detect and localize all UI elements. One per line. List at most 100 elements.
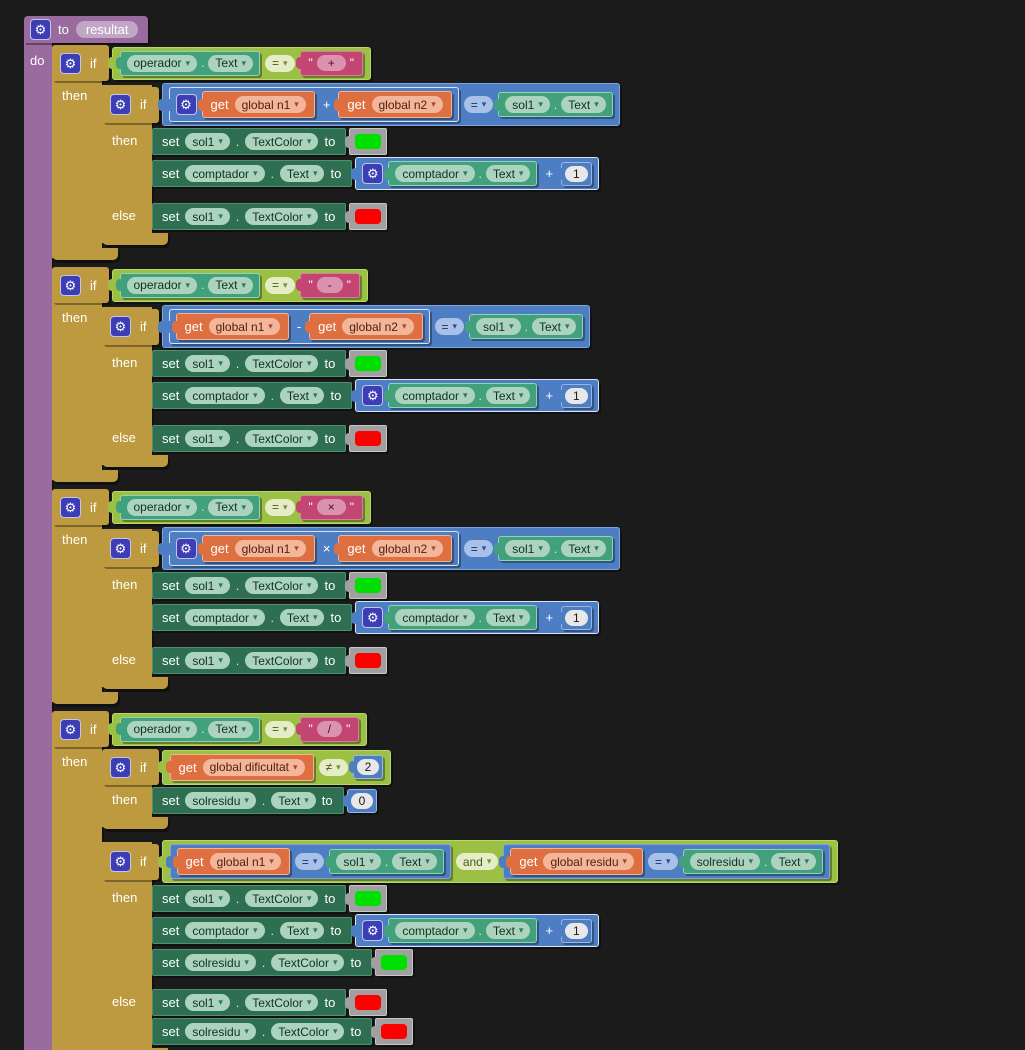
color-swatch[interactable] [381, 955, 408, 970]
component-setter-block[interactable]: set comptador ▾. Text ▾ to [152, 604, 353, 631]
gear-icon[interactable]: ⚙ [362, 385, 384, 406]
component-dropdown[interactable]: sol1 ▾ [185, 208, 230, 225]
logic-compare-block[interactable]: operador ▾. Text ▾ = ▾ " - " [107, 268, 369, 302]
color-block[interactable] [345, 128, 388, 155]
if-header-chunk[interactable]: ⚙ if [52, 489, 109, 525]
property-dropdown[interactable]: TextColor ▾ [245, 430, 319, 447]
property-dropdown[interactable]: Text ▾ [392, 853, 437, 870]
variable-getter-block[interactable]: get global n2 ▾ [334, 535, 452, 562]
component-dropdown[interactable]: solresidu ▾ [185, 954, 256, 971]
gear-icon[interactable]: ⚙ [110, 316, 131, 337]
gear-icon[interactable]: ⚙ [60, 496, 81, 518]
component-dropdown[interactable]: sol1 ▾ [185, 577, 230, 594]
component-setter-block[interactable]: set sol1 ▾. TextColor ▾ to [152, 989, 347, 1016]
property-dropdown[interactable]: TextColor ▾ [245, 208, 319, 225]
gear-icon[interactable]: ⚙ [30, 19, 51, 40]
logic-compare-block[interactable]: get global dificultat ▾ ≠ ▾ 2 [157, 749, 392, 785]
color-block[interactable] [371, 1018, 414, 1045]
math-compare-block[interactable]: ⚙ get global n1 ▾ × get global n2 ▾ = ▾ sol1 ▾. Text… [157, 527, 620, 570]
gear-icon[interactable]: ⚙ [110, 94, 131, 115]
component-dropdown[interactable]: comptador ▾ [185, 165, 265, 182]
component-dropdown[interactable]: sol1 ▾ [505, 540, 550, 557]
gear-icon[interactable]: ⚙ [60, 718, 81, 740]
variable-dropdown[interactable]: global n1 ▾ [208, 318, 280, 335]
component-dropdown[interactable]: comptador ▾ [395, 387, 475, 404]
operator-dropdown[interactable]: = ▾ [294, 853, 325, 870]
property-dropdown[interactable]: Text ▾ [485, 609, 531, 626]
component-dropdown[interactable]: comptador ▾ [395, 165, 475, 182]
number-block[interactable]: 1 [557, 918, 592, 943]
property-dropdown[interactable]: Text ▾ [208, 498, 253, 516]
color-swatch[interactable] [355, 134, 382, 149]
component-setter-block[interactable]: set solresidu ▾. TextColor ▾ to [152, 1018, 373, 1045]
if-header-chunk[interactable]: ⚙ if [102, 530, 159, 567]
component-dropdown[interactable]: sol1 ▾ [505, 96, 550, 113]
color-swatch[interactable] [355, 891, 382, 906]
property-dropdown[interactable]: Text ▾ [531, 318, 577, 335]
component-setter-block[interactable]: set sol1 ▾. TextColor ▾ to [152, 425, 347, 452]
component-getter-block[interactable]: sol1 ▾. Text ▾ [325, 849, 444, 874]
component-setter-block[interactable]: set comptador ▾. Text ▾ to [152, 382, 353, 409]
if-header-chunk[interactable]: ⚙ if [102, 749, 159, 785]
text-string-block[interactable]: " / " [295, 716, 360, 742]
variable-getter-block[interactable]: get global n1 ▾ [172, 848, 290, 875]
component-dropdown[interactable]: comptador ▾ [185, 922, 265, 939]
color-block[interactable] [345, 350, 388, 377]
gear-icon[interactable]: ⚙ [60, 52, 81, 74]
text-string-block[interactable]: " × " [295, 494, 364, 520]
property-dropdown[interactable]: TextColor ▾ [245, 577, 319, 594]
property-dropdown[interactable]: Text ▾ [279, 165, 325, 182]
string-value-field[interactable]: × [316, 499, 346, 515]
procedure-header[interactable]: ⚙ to resultat [24, 16, 149, 43]
logic-compare-block[interactable]: get global n1 ▾ = ▾ sol1 ▾. Text ▾ and ▾ get global … [157, 840, 839, 883]
gear-icon[interactable]: ⚙ [175, 538, 197, 559]
if-block[interactable]: ⚙ if get global n1 ▾ = ▾ sol1 ▾. Text ▾ and ▾ get glob… [102, 840, 839, 1050]
math-compare-block[interactable]: get global n1 ▾ = ▾ sol1 ▾. Text ▾ [165, 844, 451, 879]
operator-dropdown[interactable]: = ▾ [264, 276, 295, 294]
property-dropdown[interactable]: TextColor ▾ [245, 994, 319, 1011]
component-dropdown[interactable]: operador ▾ [126, 276, 198, 294]
color-block[interactable] [345, 885, 388, 912]
property-dropdown[interactable]: Text ▾ [485, 387, 531, 404]
component-dropdown[interactable]: comptador ▾ [185, 609, 265, 626]
text-string-block[interactable]: " + " [295, 50, 364, 76]
color-swatch[interactable] [355, 431, 382, 446]
if-block[interactable]: ⚙ if ⚙ get global n1 ▾ + get global n2 ▾ = ▾ sol1 ▾. T… [102, 83, 620, 245]
number-block[interactable]: 1 [557, 161, 592, 186]
component-getter-block[interactable]: operador ▾. Text ▾ [115, 50, 260, 76]
gear-icon[interactable]: ⚙ [110, 538, 131, 559]
operator-dropdown[interactable]: = ▾ [264, 498, 295, 516]
component-dropdown[interactable]: operador ▾ [126, 720, 198, 738]
operator-dropdown[interactable]: = ▾ [434, 318, 465, 335]
component-dropdown[interactable]: sol1 ▾ [185, 994, 230, 1011]
component-dropdown[interactable]: comptador ▾ [395, 609, 475, 626]
property-dropdown[interactable]: TextColor ▾ [245, 652, 319, 669]
component-getter-block[interactable]: comptador ▾. Text ▾ [384, 918, 538, 943]
component-setter-block[interactable]: set sol1 ▾. TextColor ▾ to [152, 350, 347, 377]
number-field[interactable]: 1 [565, 922, 588, 939]
number-block[interactable]: 1 [557, 605, 592, 630]
variable-getter-block[interactable]: get global n1 ▾ [171, 313, 289, 340]
color-swatch[interactable] [355, 356, 382, 371]
string-value-field[interactable]: + [316, 55, 346, 71]
variable-getter-block[interactable]: get global dificultat ▾ [165, 753, 314, 781]
property-dropdown[interactable]: Text ▾ [208, 720, 253, 738]
color-block[interactable] [345, 647, 388, 674]
if-block[interactable]: ⚙ if get global dificultat ▾ ≠ ▾ 2 then set solres… [102, 749, 392, 829]
operator-dropdown[interactable]: = ▾ [463, 96, 494, 113]
component-dropdown[interactable]: sol1 ▾ [185, 652, 230, 669]
if-header-chunk[interactable]: ⚙ if [52, 711, 109, 747]
if-header-chunk[interactable]: ⚙ if [102, 86, 159, 123]
if-header-chunk[interactable]: ⚙ if [52, 267, 109, 303]
if-block[interactable]: ⚙ if ⚙ get global n1 ▾ × get global n2 ▾ = ▾ sol1 ▾. T… [102, 527, 620, 689]
component-getter-block[interactable]: sol1 ▾. Text ▾ [494, 92, 613, 117]
number-field[interactable]: 0 [350, 792, 374, 809]
if-block[interactable]: ⚙ if operador ▾. Text ▾ = ▾ " + " then ⚙ if ⚙ get global… [52, 45, 620, 260]
if-header-chunk[interactable]: ⚙ if [52, 45, 109, 81]
component-setter-block[interactable]: set comptador ▾. Text ▾ to [152, 917, 353, 944]
component-getter-block[interactable]: solresidu ▾. Text ▾ [678, 849, 824, 874]
gear-icon[interactable]: ⚙ [110, 756, 131, 778]
component-dropdown[interactable]: sol1 ▾ [185, 355, 230, 372]
logic-compare-block[interactable]: operador ▾. Text ▾ = ▾ " / " [107, 712, 368, 746]
